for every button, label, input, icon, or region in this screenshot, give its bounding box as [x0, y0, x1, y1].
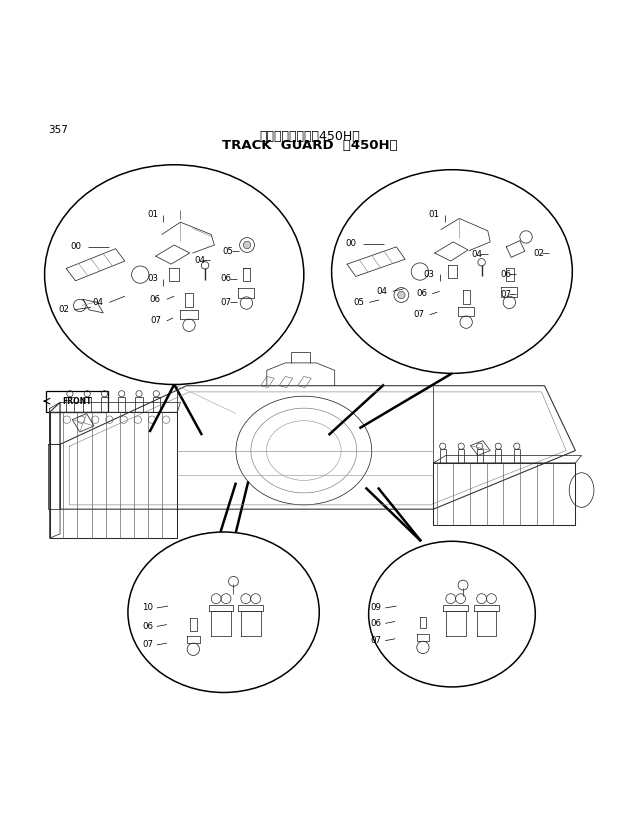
Text: 02: 02 [58, 305, 69, 314]
Text: 01: 01 [148, 210, 159, 219]
Circle shape [397, 291, 405, 299]
Text: 07: 07 [371, 636, 381, 645]
Text: 02: 02 [533, 249, 544, 257]
Text: 09: 09 [371, 604, 381, 613]
Text: 03: 03 [148, 275, 159, 284]
Text: 00: 00 [71, 242, 81, 251]
Text: 07: 07 [142, 640, 153, 649]
Text: 07: 07 [414, 310, 425, 319]
Text: 00: 00 [346, 239, 356, 248]
Text: 357: 357 [48, 125, 68, 135]
Text: 01: 01 [428, 210, 440, 219]
Text: 04: 04 [93, 298, 104, 307]
Text: 06: 06 [221, 275, 231, 284]
Text: 06: 06 [500, 270, 511, 279]
Text: 03: 03 [423, 270, 434, 279]
Text: 04: 04 [194, 256, 205, 265]
Text: FRONT: FRONT [62, 397, 92, 406]
Text: 04: 04 [376, 287, 387, 296]
Text: 06: 06 [142, 622, 153, 631]
Text: 06: 06 [416, 289, 427, 299]
Text: 05: 05 [223, 246, 233, 256]
Circle shape [243, 241, 250, 249]
Text: TRACK  GUARD  〈450H〉: TRACK GUARD 〈450H〉 [222, 140, 398, 152]
Text: 05: 05 [353, 298, 364, 307]
Text: 07: 07 [500, 290, 511, 299]
Text: 07: 07 [151, 317, 162, 325]
Text: 07: 07 [221, 298, 231, 307]
Text: 10: 10 [142, 604, 153, 613]
Text: 04: 04 [472, 250, 483, 259]
Text: 06: 06 [149, 294, 161, 304]
Text: トラックガード〈450H〉: トラックガード〈450H〉 [260, 130, 360, 142]
Text: 06: 06 [371, 619, 381, 628]
